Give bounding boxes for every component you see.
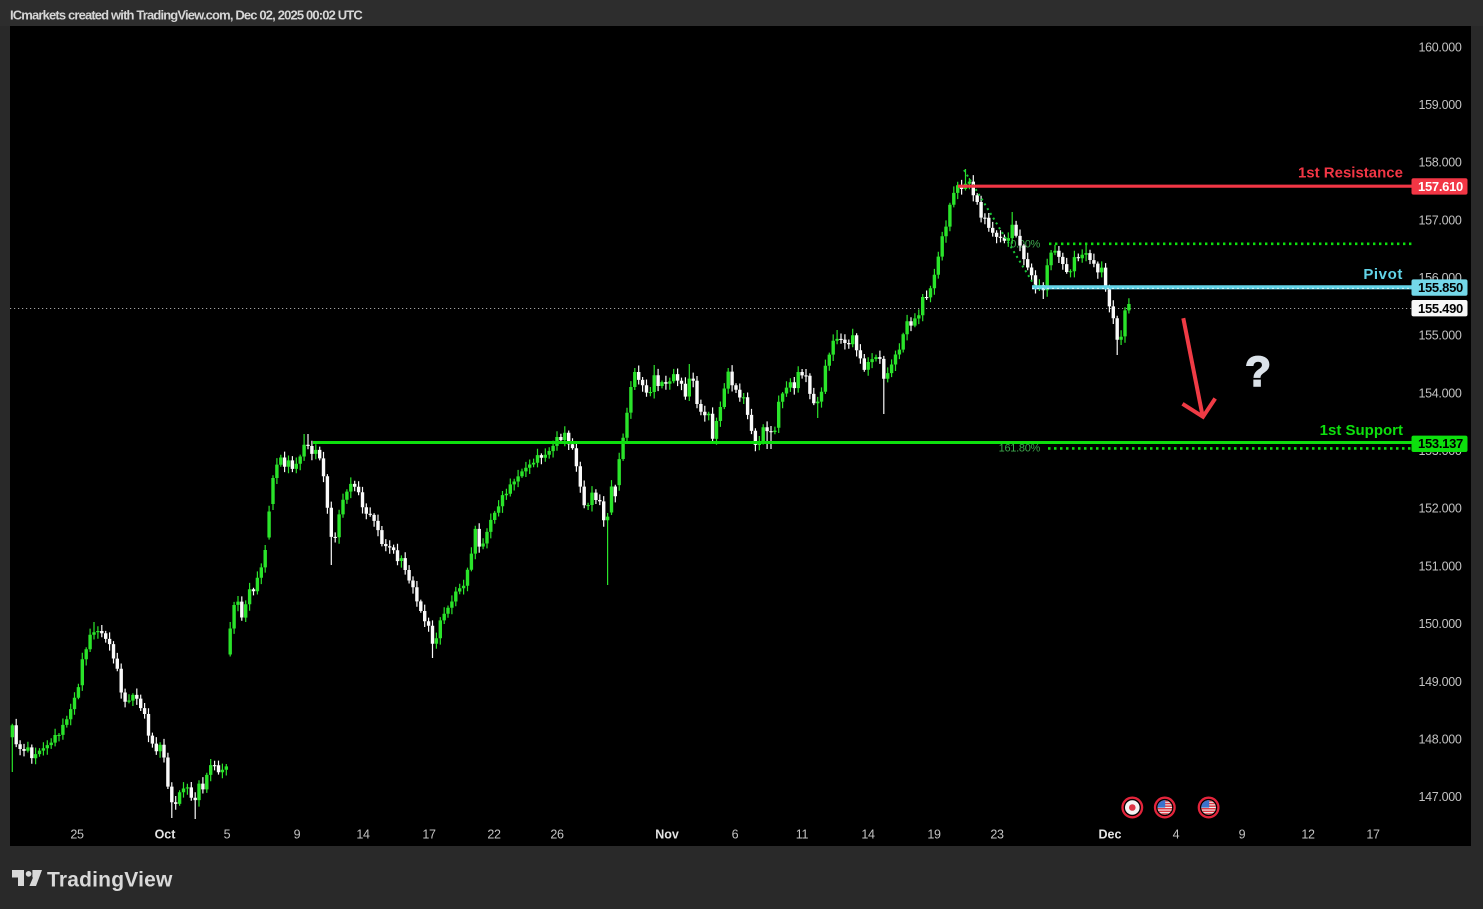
- svg-text:17: 17: [422, 828, 436, 842]
- svg-text:151.000: 151.000: [1418, 559, 1461, 573]
- svg-text:Oct: Oct: [155, 828, 177, 842]
- svg-text:14: 14: [861, 828, 875, 842]
- svg-text:23: 23: [990, 828, 1004, 842]
- svg-text:157.000: 157.000: [1418, 213, 1461, 227]
- svg-text:11: 11: [796, 828, 809, 842]
- svg-text:17: 17: [1366, 828, 1380, 842]
- svg-text:6: 6: [732, 828, 739, 842]
- svg-text:155.850: 155.850: [1418, 280, 1463, 295]
- svg-text:148.000: 148.000: [1418, 733, 1461, 747]
- svg-text:153.137: 153.137: [1418, 436, 1463, 451]
- svg-text:1st Support: 1st Support: [1320, 422, 1403, 439]
- svg-text:5: 5: [224, 828, 231, 842]
- svg-text:149.000: 149.000: [1418, 675, 1461, 689]
- svg-text:26: 26: [550, 828, 564, 842]
- svg-text:159.000: 159.000: [1418, 98, 1461, 112]
- svg-text:9: 9: [294, 828, 301, 842]
- svg-text:161.80%: 161.80%: [999, 443, 1041, 455]
- svg-text:22: 22: [487, 828, 501, 842]
- svg-text:Nov: Nov: [655, 828, 679, 842]
- svg-text:152.000: 152.000: [1418, 502, 1461, 516]
- svg-text:TradingView: TradingView: [47, 869, 173, 892]
- svg-text:1st Resistance: 1st Resistance: [1298, 165, 1403, 182]
- svg-text:4: 4: [1173, 828, 1180, 842]
- svg-text:160.000: 160.000: [1418, 40, 1461, 54]
- svg-text:ICmarkets created with Trading: ICmarkets created with TradingView.com, …: [10, 8, 363, 23]
- svg-text:Dec: Dec: [1099, 828, 1122, 842]
- svg-text:19: 19: [927, 828, 941, 842]
- svg-text:155.000: 155.000: [1418, 329, 1461, 343]
- svg-text:9: 9: [1239, 828, 1246, 842]
- svg-text:14: 14: [356, 828, 370, 842]
- svg-text:?: ?: [1245, 348, 1271, 396]
- svg-text:154.000: 154.000: [1418, 386, 1461, 400]
- svg-text:157.610: 157.610: [1418, 179, 1463, 194]
- svg-text:Pivot: Pivot: [1363, 266, 1403, 283]
- svg-text:12: 12: [1301, 828, 1315, 842]
- svg-text:0.00%: 0.00%: [1010, 239, 1040, 251]
- svg-text:158.000: 158.000: [1418, 156, 1461, 170]
- svg-text:155.490: 155.490: [1418, 301, 1463, 316]
- svg-text:150.000: 150.000: [1418, 617, 1461, 631]
- svg-text:147.000: 147.000: [1418, 790, 1461, 804]
- svg-text:25: 25: [70, 828, 84, 842]
